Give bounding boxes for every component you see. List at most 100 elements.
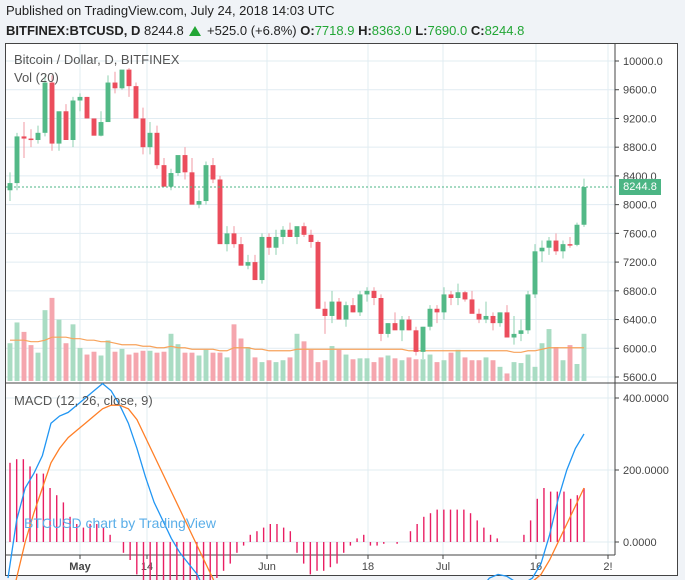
volume-bar — [175, 344, 181, 381]
candle — [112, 82, 118, 89]
volume-bar — [455, 349, 461, 381]
signal-line — [15, 404, 585, 580]
volume-bar — [336, 349, 342, 381]
volume-bar — [574, 364, 580, 381]
candle — [434, 308, 440, 313]
candle — [42, 82, 48, 133]
candle — [196, 201, 202, 205]
candle — [315, 241, 321, 309]
price-axis-label: 7600.0 — [623, 228, 657, 240]
candle — [119, 69, 125, 89]
volume-bar — [385, 355, 391, 381]
candle — [567, 244, 573, 246]
time-axis-label: 2! — [603, 561, 612, 573]
time-axis-label: Jul — [436, 561, 450, 573]
candle — [161, 165, 167, 187]
volume-bar — [364, 358, 370, 381]
volume-bar — [259, 362, 265, 381]
candle — [126, 69, 132, 87]
candle — [175, 155, 181, 174]
candle — [252, 262, 258, 281]
macd-line — [7, 382, 585, 580]
candle — [301, 226, 307, 235]
chart-frame[interactable] — [5, 43, 678, 576]
candle — [280, 229, 286, 237]
candle — [35, 132, 41, 141]
volume-bar — [35, 352, 41, 381]
candle — [133, 86, 139, 119]
candle — [483, 315, 489, 320]
candle — [406, 319, 412, 331]
volume-bar — [329, 346, 335, 381]
volume-bar — [308, 349, 314, 381]
volume-bar — [462, 357, 468, 381]
candle — [259, 236, 265, 281]
volume-bar — [273, 362, 279, 381]
volume-bar — [49, 297, 55, 381]
volume-bar — [511, 362, 517, 381]
candle — [364, 290, 370, 295]
candle — [560, 244, 566, 252]
candle — [168, 173, 174, 187]
volume-bar — [399, 360, 405, 381]
price-axis-label: 9200.0 — [623, 113, 657, 125]
low-label: L: — [415, 23, 428, 38]
volume-bar — [287, 357, 293, 381]
volume-bar — [182, 352, 188, 381]
candle — [224, 233, 230, 245]
open-value: 7718.9 — [314, 23, 355, 38]
candle — [497, 312, 503, 324]
candle — [98, 122, 104, 136]
candle — [448, 294, 454, 299]
volume-bar — [217, 352, 223, 381]
candle — [413, 330, 419, 352]
volume-bar — [224, 357, 230, 381]
volume-bar — [77, 347, 83, 381]
candle — [140, 118, 146, 148]
volume-bar — [357, 358, 363, 381]
volume-bar — [154, 352, 160, 381]
volume-bar — [560, 360, 566, 381]
candle — [336, 301, 342, 320]
volume-bar — [203, 349, 209, 381]
volume-bar — [210, 352, 216, 381]
candle — [245, 262, 251, 266]
volume-bar — [518, 363, 524, 381]
price-change: +525.0 (+6.8%) — [206, 23, 297, 38]
volume-bar — [98, 355, 104, 381]
candle — [231, 233, 237, 245]
candle — [490, 315, 496, 324]
candle — [357, 294, 363, 313]
candle — [350, 305, 356, 313]
macd-axis-label: 200.0000 — [623, 465, 669, 477]
volume-bar — [56, 319, 62, 381]
price-axis-label: 8800.0 — [623, 142, 657, 154]
volume-bar — [280, 360, 286, 381]
candle — [182, 155, 188, 173]
volume-bar — [581, 333, 587, 381]
volume-bar — [497, 366, 503, 381]
volume-bar — [343, 354, 349, 381]
candle — [287, 229, 293, 237]
candle — [378, 298, 384, 334]
volume-bar — [301, 341, 307, 381]
candle — [210, 165, 216, 180]
candle — [441, 294, 447, 313]
volume-bar — [28, 345, 34, 381]
price-axis-label: 10000.0 — [623, 56, 663, 68]
open-label: O: — [300, 23, 315, 38]
volume-bar — [483, 357, 489, 381]
volume-bar — [189, 352, 195, 381]
candle — [217, 179, 223, 245]
volume-bar — [567, 345, 573, 381]
volume-bar — [161, 351, 167, 381]
candle — [525, 294, 531, 331]
candle — [154, 132, 160, 166]
candle — [539, 247, 545, 252]
volume-bar — [147, 350, 153, 381]
candle — [420, 326, 426, 352]
candle — [371, 290, 377, 299]
symbol-name: BITFINEX:BTCUSD, D — [6, 23, 141, 38]
candle — [84, 96, 90, 119]
